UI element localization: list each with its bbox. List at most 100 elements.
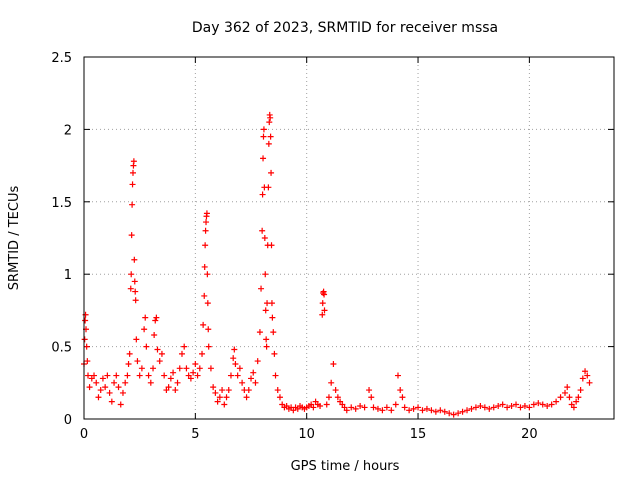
data-point	[262, 271, 269, 278]
x-tick-label: 20	[521, 427, 538, 442]
data-point	[125, 360, 132, 367]
data-point	[401, 404, 408, 411]
data-point	[530, 401, 537, 408]
data-point	[131, 256, 138, 263]
data-point	[325, 394, 332, 401]
data-point	[441, 408, 448, 415]
data-point	[573, 398, 580, 405]
data-point	[223, 394, 230, 401]
data-point	[231, 346, 238, 353]
data-point	[361, 404, 368, 411]
data-point	[504, 404, 511, 411]
data-point	[111, 379, 118, 386]
data-point	[250, 369, 257, 376]
data-point	[577, 387, 584, 394]
data-point	[265, 184, 272, 191]
data-point	[261, 235, 268, 241]
data-point	[194, 372, 201, 379]
data-point	[394, 372, 401, 379]
axis-ticks	[83, 56, 614, 420]
data-point	[419, 407, 426, 414]
data-point	[167, 375, 174, 382]
data-point	[205, 326, 212, 333]
plot-frame	[83, 56, 615, 420]
data-point	[170, 369, 177, 376]
data-point	[557, 394, 564, 401]
data-point	[204, 300, 211, 307]
data-point	[199, 350, 206, 357]
data-point	[323, 401, 330, 408]
data-point	[410, 405, 417, 412]
data-point	[128, 271, 135, 278]
data-point	[134, 358, 141, 365]
data-point	[321, 291, 328, 298]
data-point	[127, 285, 134, 292]
data-point	[183, 365, 190, 372]
data-point	[548, 401, 555, 408]
data-point	[85, 372, 92, 379]
data-point	[265, 140, 272, 147]
data-point	[143, 343, 150, 350]
data-point	[321, 307, 328, 314]
data-point	[91, 372, 98, 379]
data-point	[334, 394, 341, 401]
data-point	[428, 407, 435, 414]
data-point	[83, 343, 90, 350]
data-point	[147, 379, 154, 386]
data-point	[566, 394, 573, 401]
data-point	[513, 401, 520, 408]
data-point	[450, 411, 457, 418]
data-point	[270, 329, 277, 336]
data-point	[423, 405, 430, 412]
data-point	[521, 402, 528, 409]
data-point	[150, 365, 157, 372]
data-point	[374, 405, 381, 412]
data-point	[82, 311, 89, 318]
grid	[84, 57, 614, 419]
data-point	[128, 232, 135, 239]
data-point	[490, 404, 497, 411]
data-point	[352, 405, 359, 412]
data-point	[200, 321, 207, 328]
y-tick-label: 1.5	[51, 196, 72, 211]
x-tick-label: 15	[410, 427, 427, 442]
data-point	[432, 408, 439, 415]
data-point	[586, 379, 593, 386]
data-point	[383, 404, 390, 411]
data-point	[258, 285, 265, 292]
data-point	[239, 379, 246, 386]
data-point	[203, 219, 210, 226]
data-point	[227, 372, 234, 379]
data-point	[154, 346, 161, 353]
data-point	[225, 387, 232, 394]
data-point	[415, 404, 422, 411]
y-tick-label: 1	[64, 268, 72, 283]
data-point	[122, 379, 129, 386]
data-point	[252, 379, 259, 386]
data-point	[82, 317, 89, 324]
data-point	[319, 300, 326, 307]
data-point	[201, 292, 208, 299]
data-point	[97, 387, 104, 394]
data-point	[205, 343, 212, 350]
data-point	[161, 372, 168, 379]
data-point	[517, 404, 524, 411]
data-point	[260, 155, 267, 162]
data-point	[256, 329, 263, 336]
data-point	[332, 387, 339, 394]
data-point	[368, 394, 375, 401]
data-point	[582, 368, 589, 375]
y-tick-label: 0.5	[51, 341, 72, 356]
data-point	[201, 263, 208, 270]
data-point	[84, 358, 91, 365]
data-point	[348, 404, 355, 411]
data-point	[263, 343, 270, 350]
data-point	[575, 394, 582, 401]
data-point	[212, 389, 219, 396]
data-point	[236, 365, 243, 372]
data-point	[117, 401, 124, 408]
data-point	[328, 379, 335, 386]
x-tick-label: 10	[298, 427, 315, 442]
data-point	[108, 398, 115, 405]
data-point	[192, 360, 199, 367]
